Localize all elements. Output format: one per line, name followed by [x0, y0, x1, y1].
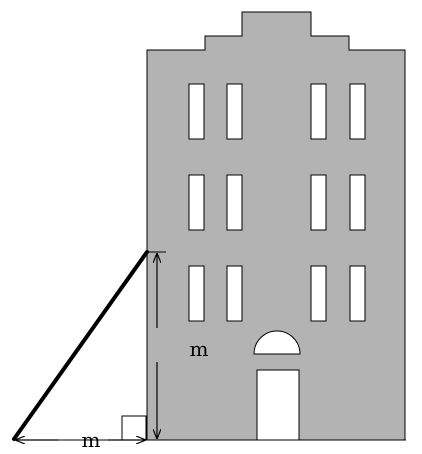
window: [188, 83, 205, 140]
window: [310, 174, 327, 231]
window: [226, 265, 243, 322]
window: [349, 265, 366, 322]
window: [310, 265, 327, 322]
window: [349, 174, 366, 231]
doorway: [256, 369, 300, 440]
ladder: [12, 250, 149, 441]
window: [349, 83, 366, 140]
window: [310, 83, 327, 140]
vertical-dimension-label: m: [190, 337, 209, 361]
window: [188, 174, 205, 231]
window: [188, 265, 205, 322]
right-angle-marker: [121, 415, 147, 441]
fanlight-window: [253, 330, 301, 355]
window: [226, 83, 243, 140]
horizontal-dimension-label: m: [82, 428, 101, 452]
window: [226, 174, 243, 231]
building-facade: [146, 11, 406, 441]
